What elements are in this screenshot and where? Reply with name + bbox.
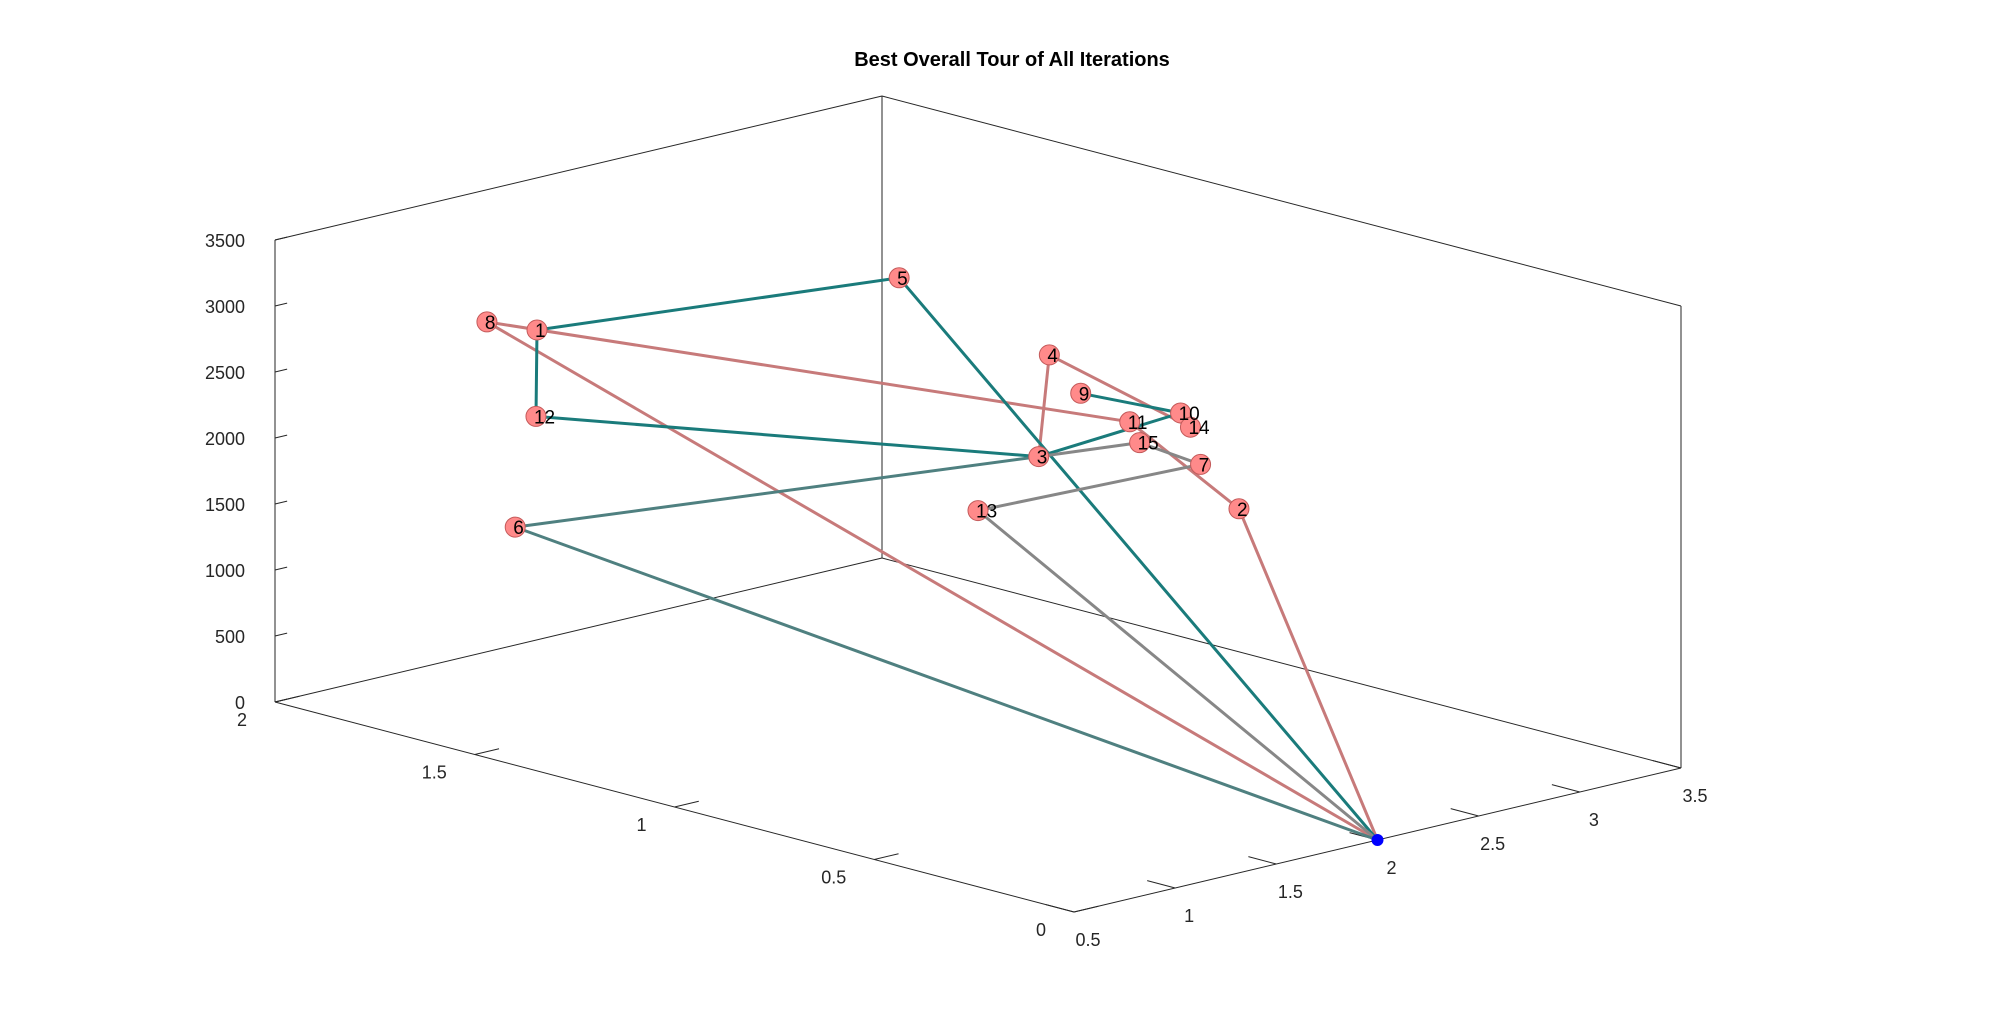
axes-box-edge — [274, 557, 883, 703]
z-axis-tick — [274, 434, 288, 439]
y-tick-label: 1 — [636, 815, 646, 835]
axes-box — [274, 95, 1682, 913]
node-label: 10 — [1179, 404, 1200, 425]
node-label: 14 — [1188, 418, 1210, 439]
axis-ticks: 0.511.522.533.500.511.520500100015002000… — [205, 231, 1708, 950]
node-label: 3 — [1037, 448, 1048, 469]
city-node — [1119, 411, 1141, 433]
node-label: 5 — [897, 269, 908, 290]
z-axis-tick — [274, 500, 288, 505]
city-node — [1038, 344, 1060, 366]
city-node — [888, 267, 910, 289]
y-axis-tick — [1073, 905, 1099, 913]
x-tick-label: 3 — [1589, 810, 1599, 830]
city-node — [526, 319, 548, 341]
z-tick-label: 1500 — [205, 495, 245, 515]
z-tick-label: 0 — [235, 693, 245, 713]
z-axis-tick — [274, 368, 288, 373]
city-node — [967, 500, 989, 522]
z-tick-label: 3000 — [205, 297, 245, 317]
node-label: 8 — [485, 313, 496, 334]
route-line — [513, 455, 1379, 842]
z-axis-tick — [274, 566, 288, 571]
city-node — [476, 311, 498, 333]
city-node — [1179, 416, 1201, 438]
x-axis-tick — [1248, 856, 1277, 865]
x-axis-tick — [1551, 784, 1580, 793]
axes-box-edge — [881, 95, 1682, 307]
z-axis-tick — [274, 632, 288, 637]
z-tick-label: 1000 — [205, 561, 245, 581]
x-tick-label: 2.5 — [1480, 834, 1505, 854]
node-label: 6 — [513, 518, 524, 539]
node-label: 11 — [1128, 413, 1148, 434]
y-tick-label: 0.5 — [821, 868, 846, 888]
x-tick-label: 0.5 — [1075, 930, 1100, 950]
city-node — [1070, 382, 1092, 404]
x-axis-tick — [1450, 808, 1479, 817]
x-tick-label: 3.5 — [1682, 786, 1707, 806]
x-tick-label: 1.5 — [1278, 882, 1303, 902]
x-axis-tick — [1652, 760, 1682, 769]
route-line — [1037, 353, 1192, 457]
axes-box-edge — [274, 95, 883, 241]
node-label: 1 — [535, 321, 546, 342]
y-axis-tick — [674, 800, 699, 808]
z-tick-label: 3500 — [205, 231, 245, 251]
x-axis-tick — [1147, 880, 1176, 889]
x-tick-label: 2 — [1386, 858, 1396, 878]
y-tick-label: 2 — [237, 710, 247, 730]
node-label: 2 — [1237, 500, 1248, 521]
city-node — [525, 405, 547, 427]
z-tick-label: 2000 — [205, 429, 245, 449]
tour-routes — [485, 276, 1379, 842]
node-label: 4 — [1047, 346, 1058, 367]
city-node — [1028, 446, 1050, 468]
city-node — [1129, 432, 1151, 454]
route-line — [534, 276, 1379, 841]
y-axis-tick — [474, 748, 500, 755]
node-label: 15 — [1138, 434, 1159, 455]
tour-nodes — [476, 267, 1384, 846]
x-axis-tick — [1045, 904, 1075, 913]
node-label: 12 — [534, 407, 555, 428]
node-label: 7 — [1199, 455, 1210, 476]
z-axis-tick — [274, 302, 288, 307]
z-tick-label: 2500 — [205, 363, 245, 383]
axes-box-edge — [881, 557, 1682, 769]
node-label: 9 — [1079, 384, 1090, 405]
route-line — [485, 320, 1379, 842]
city-node — [1228, 498, 1250, 520]
y-axis-tick — [874, 853, 899, 860]
y-tick-label: 0 — [1036, 920, 1046, 940]
y-tick-label: 1.5 — [422, 763, 447, 783]
depot-marker — [1371, 834, 1384, 846]
chart-title: Best Overall Tour of All Iterations — [854, 49, 1170, 71]
z-tick-label: 500 — [215, 627, 245, 647]
x-tick-label: 1 — [1184, 906, 1194, 926]
city-node — [1190, 453, 1212, 475]
z-axis-tick — [274, 236, 288, 241]
city-node — [504, 516, 526, 538]
node-label: 13 — [976, 502, 997, 523]
z-axis-tick — [274, 698, 288, 703]
